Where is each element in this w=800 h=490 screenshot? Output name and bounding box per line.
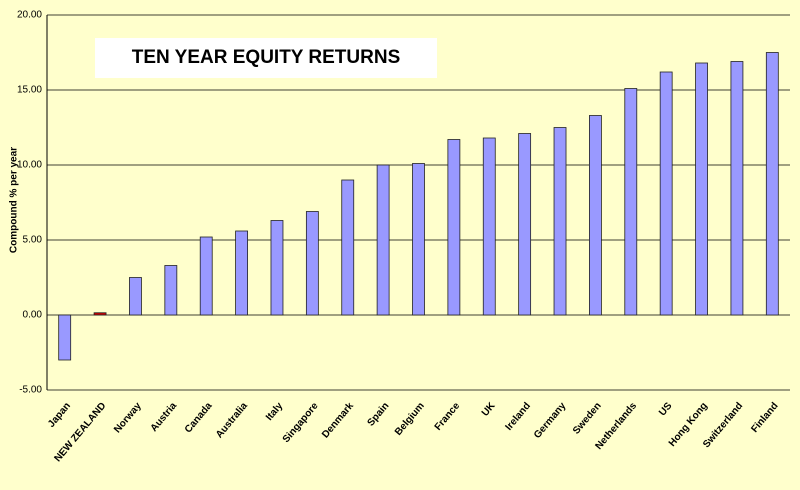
bar [129, 277, 142, 316]
bar [412, 163, 425, 316]
bar [341, 179, 355, 316]
bar [624, 88, 638, 316]
bar [695, 62, 708, 316]
bar [305, 211, 319, 316]
chart-title: TEN YEAR EQUITY RETURNS [132, 47, 401, 68]
y-tick-label: 5.00 [23, 235, 43, 246]
bar [270, 220, 284, 316]
bar [93, 312, 107, 316]
bar [659, 71, 673, 316]
bar [235, 230, 248, 316]
bar [482, 137, 496, 316]
y-axis-label: Compound % per year [9, 147, 20, 253]
title-box [95, 38, 437, 78]
bar [518, 133, 532, 316]
bar [765, 52, 779, 316]
y-tick-label: 0.00 [23, 310, 43, 321]
bar [199, 236, 213, 316]
bar [376, 164, 390, 316]
bar [730, 61, 744, 316]
bar [447, 139, 461, 316]
y-tick-label: -5.00 [19, 385, 42, 396]
y-tick-label: 20.00 [17, 10, 42, 21]
y-tick-label: 15.00 [17, 85, 42, 96]
bar [589, 115, 602, 316]
bar [58, 314, 72, 361]
bar [553, 127, 567, 316]
y-tick-label: 10.00 [17, 160, 42, 171]
bar [164, 265, 178, 316]
